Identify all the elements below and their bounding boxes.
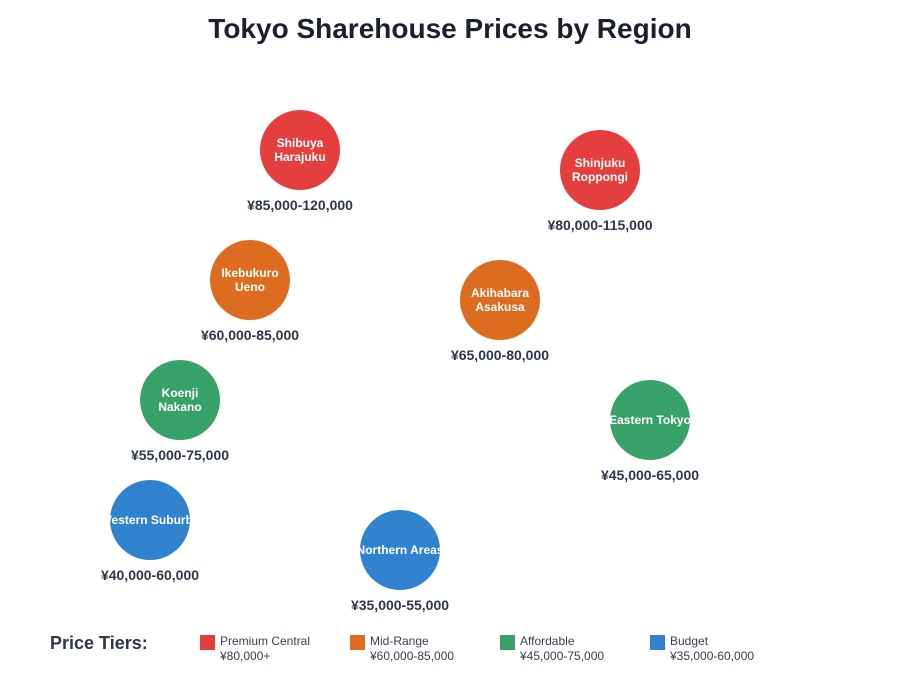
region-price: ¥40,000-60,000 (100, 567, 200, 583)
legend-title: Price Tiers: (50, 633, 148, 653)
legend-item-name: Affordable (520, 634, 575, 648)
page-title: Tokyo Sharehouse Prices by Region (208, 13, 692, 44)
legend-swatch (350, 635, 365, 650)
region-name-line2: Harajuku (274, 150, 326, 164)
region-name-line1: Koenji (161, 386, 199, 400)
region-circle: Shibuya Harajuku (260, 110, 340, 190)
region-name-line1: Northern Areas (360, 543, 440, 557)
region-name-line1: Shinjuku (574, 156, 626, 170)
region-price: ¥80,000-115,000 (547, 217, 653, 233)
region-circle: Koenji Nakano (140, 360, 220, 440)
region-circle: Shinjuku Roppongi (560, 130, 640, 210)
region-name-line1: Ikebukuro (221, 266, 279, 280)
legend-swatch (200, 635, 215, 650)
legend-item-range: ¥60,000-85,000 (370, 649, 455, 663)
legend-item-affordable: Affordable ¥45,000-75,000 (500, 634, 640, 666)
region-price: ¥85,000-120,000 (247, 197, 353, 213)
region-circle: Western Suburbs (110, 480, 190, 560)
region-name-line2: Ueno (235, 280, 265, 294)
region-akihabara-asakusa: Akihabara Asakusa ¥65,000-80,000 (430, 260, 570, 380)
region-name-line1: Western Suburbs (110, 513, 190, 527)
legend-swatch (500, 635, 515, 650)
region-name-line2: Nakano (158, 400, 202, 414)
legend-item-range: ¥80,000+ (220, 649, 271, 663)
region-price: ¥45,000-65,000 (600, 467, 700, 483)
region-western-suburbs: Western Suburbs ¥40,000-60,000 (80, 480, 220, 600)
region-circle: Akihabara Asakusa (460, 260, 540, 340)
legend-item-range: ¥45,000-75,000 (520, 649, 605, 663)
legend-item-mid-range: Mid-Range ¥60,000-85,000 (350, 634, 490, 666)
region-price: ¥60,000-85,000 (200, 327, 300, 343)
region-shinjuku-roppongi: Shinjuku Roppongi ¥80,000-115,000 (530, 130, 670, 250)
legend-item-premium: Premium Central ¥80,000+ (200, 634, 340, 666)
region-price: ¥35,000-55,000 (350, 597, 450, 613)
region-name-line1: Eastern Tokyo (610, 413, 690, 427)
legend-item-name: Mid-Range (370, 634, 429, 648)
legend-item-name: Budget (670, 634, 709, 648)
legend-item-budget: Budget ¥35,000-60,000 (650, 634, 790, 666)
region-name-line2: Roppongi (572, 170, 628, 184)
region-koenji-nakano: Koenji Nakano ¥55,000-75,000 (110, 360, 250, 480)
region-name-line2: Asakusa (475, 300, 525, 314)
region-circle: Eastern Tokyo (610, 380, 690, 460)
region-circle: Ikebukuro Ueno (210, 240, 290, 320)
region-name-line1: Shibuya (276, 136, 324, 150)
region-eastern-tokyo: Eastern Tokyo ¥45,000-65,000 (580, 380, 720, 500)
legend-swatch (650, 635, 665, 650)
region-circle: Northern Areas (360, 510, 440, 590)
legend-item-name: Premium Central (220, 634, 311, 648)
region-northern-areas: Northern Areas ¥35,000-55,000 (330, 510, 470, 630)
legend-item-range: ¥35,000-60,000 (670, 649, 755, 663)
region-name-line1: Akihabara (470, 286, 530, 300)
region-price: ¥65,000-80,000 (450, 347, 550, 363)
region-ikebukuro-ueno: Ikebukuro Ueno ¥60,000-85,000 (180, 240, 320, 360)
region-price: ¥55,000-75,000 (130, 447, 230, 463)
region-shibuya-harajuku: Shibuya Harajuku ¥85,000-120,000 (230, 110, 370, 230)
